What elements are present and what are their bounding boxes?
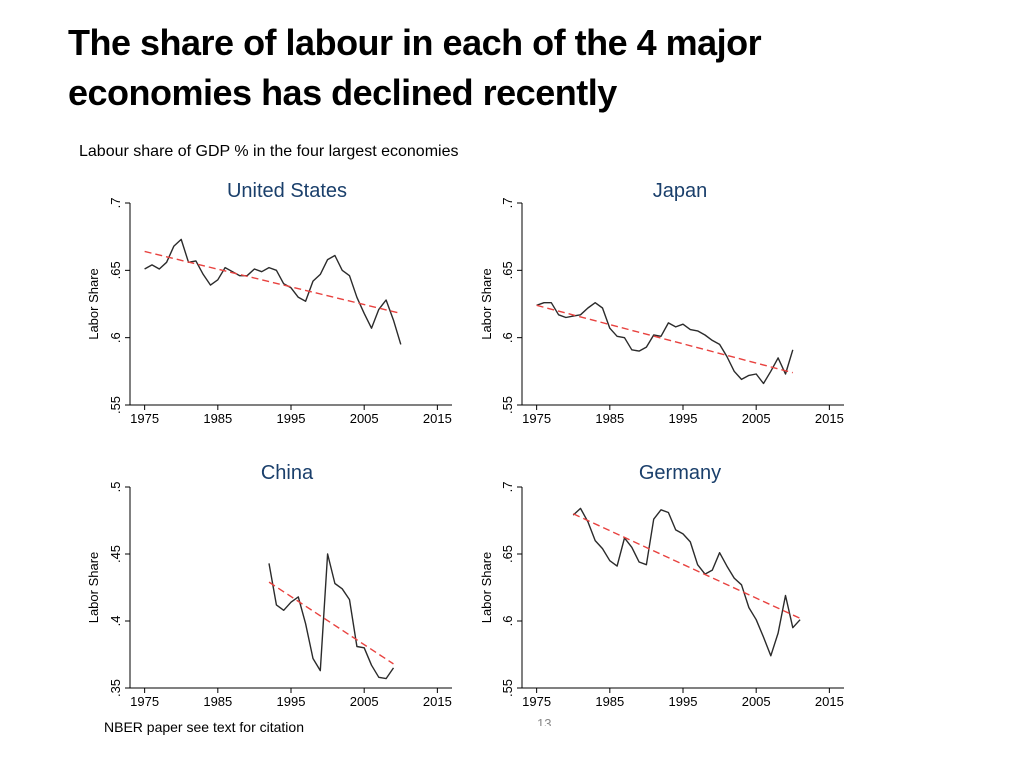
y-axis-label-japan: Labor Share	[479, 268, 494, 340]
page-number: 13	[537, 716, 552, 726]
labor-share-line-germany	[572, 507, 801, 657]
citation-note: NBER paper see text for citation	[104, 719, 304, 735]
y-tick-label-united-states-3: .7	[108, 198, 123, 209]
y-tick-label-united-states-2: .65	[108, 261, 123, 279]
y-axis-label-china: Labor Share	[86, 552, 101, 624]
y-axis-label-united-states: Labor Share	[86, 268, 101, 340]
y-tick-label-germany-2: .65	[500, 545, 515, 563]
y-tick-label-united-states-1: .6	[108, 332, 123, 343]
slide-title-line-1: The share of labour in each of the 4 maj…	[68, 22, 762, 63]
x-tick-label-united-states-1975: 1975	[130, 411, 159, 426]
x-tick-label-china-1995: 1995	[277, 694, 306, 709]
panel-title-united-states: United States	[227, 180, 347, 202]
y-tick-label-japan-3: .7	[500, 198, 515, 209]
trend-line-japan	[536, 304, 793, 374]
x-tick-label-japan-1985: 1985	[595, 411, 624, 426]
y-tick-label-japan-0: .55	[500, 396, 515, 414]
y-tick-label-germany-1: .6	[500, 616, 515, 627]
y-tick-label-china-3: .5	[108, 482, 123, 493]
x-tick-label-japan-1995: 1995	[669, 411, 698, 426]
x-tick-label-japan-2005: 2005	[742, 411, 771, 426]
x-tick-label-china-1975: 1975	[130, 694, 159, 709]
trend-line-china	[268, 581, 394, 665]
y-tick-label-china-0: .35	[108, 679, 123, 697]
x-tick-label-japan-1975: 1975	[522, 411, 551, 426]
x-tick-label-china-2015: 2015	[423, 694, 452, 709]
x-tick-label-united-states-1995: 1995	[277, 411, 306, 426]
slide-title-line-2: economies has declined recently	[68, 72, 617, 113]
y-tick-label-china-1: .4	[108, 616, 123, 627]
labor-share-line-china	[268, 553, 395, 680]
trend-line-united-states	[144, 250, 401, 315]
x-tick-label-china-2005: 2005	[350, 694, 379, 709]
x-tick-label-germany-1975: 1975	[522, 694, 551, 709]
panel-title-china: China	[261, 462, 314, 484]
y-axis-label-germany: Labor Share	[479, 552, 494, 624]
y-tick-label-germany-3: .7	[500, 482, 515, 493]
x-tick-label-germany-2005: 2005	[742, 694, 771, 709]
x-tick-label-united-states-2015: 2015	[423, 411, 452, 426]
y-tick-label-united-states-0: .55	[108, 396, 123, 414]
labor-share-line-japan	[536, 302, 794, 385]
x-tick-label-united-states-1985: 1985	[203, 411, 232, 426]
trend-line-germany	[572, 513, 801, 619]
x-tick-label-china-1985: 1985	[203, 694, 232, 709]
x-tick-label-germany-2015: 2015	[815, 694, 844, 709]
labor-share-line-united-states	[144, 238, 402, 345]
y-tick-label-china-2: .45	[108, 545, 123, 563]
x-tick-label-japan-2015: 2015	[815, 411, 844, 426]
y-tick-label-japan-2: .65	[500, 261, 515, 279]
y-tick-label-japan-1: .6	[500, 332, 515, 343]
x-tick-label-germany-1995: 1995	[669, 694, 698, 709]
x-tick-label-germany-1985: 1985	[595, 694, 624, 709]
panel-title-germany: Germany	[639, 462, 721, 484]
panel-title-japan: Japan	[653, 180, 708, 202]
y-tick-label-germany-0: .55	[500, 679, 515, 697]
slide-title: The share of labour in each of the 4 maj…	[68, 18, 968, 118]
x-tick-label-united-states-2005: 2005	[350, 411, 379, 426]
figure-subtitle: Labour share of GDP % in the four larges…	[79, 143, 459, 160]
